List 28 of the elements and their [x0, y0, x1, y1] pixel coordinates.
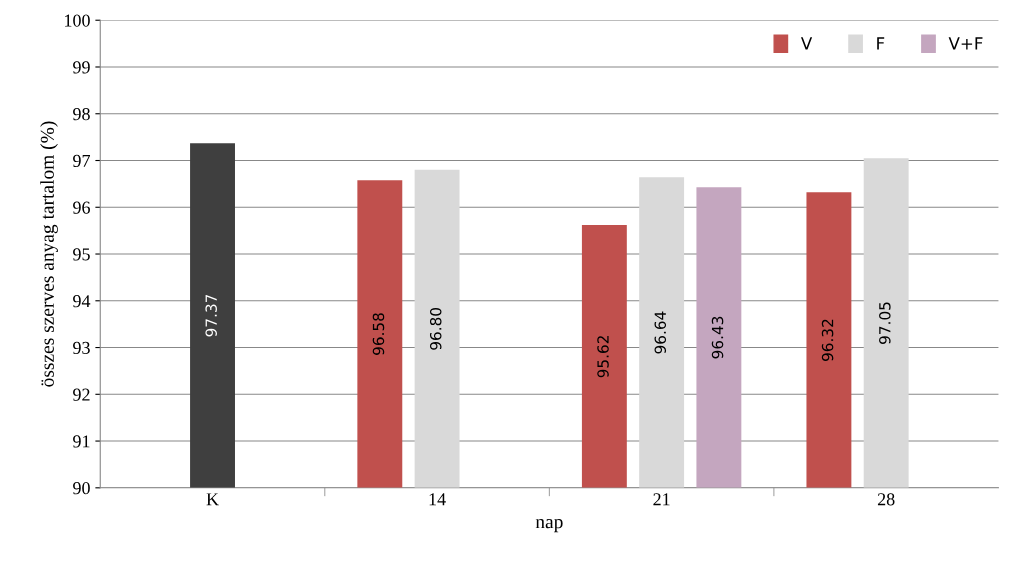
y-tick-label: 90	[73, 482, 90, 495]
y-tick-label: 91	[73, 435, 90, 448]
y-tick-label: 92	[73, 388, 90, 401]
x-axis-title: nap	[535, 518, 563, 533]
data-label: 97.05	[879, 302, 891, 344]
x-tick-label: K	[206, 493, 219, 506]
data-label: 96.64	[654, 311, 667, 354]
y-tick-label: 98	[73, 108, 90, 121]
data-label: 97.37	[205, 294, 217, 337]
y-tick-label: 95	[73, 248, 90, 261]
data-label: 96.32	[821, 319, 834, 361]
y-tick-label: 94	[73, 295, 91, 308]
x-tick-label: 21	[653, 493, 670, 506]
data-label: 96.58	[372, 313, 385, 355]
y-axis-title: összes szerves anyag tartalom (%)	[40, 121, 58, 387]
y-tick-label: 96	[73, 201, 90, 214]
data-label: 96.80	[429, 307, 442, 350]
legend-label: F	[877, 37, 885, 50]
legend-label: V	[800, 37, 813, 50]
y-tick-label: 93	[73, 341, 90, 354]
x-tick-label: 28	[877, 493, 895, 506]
y-tick-label: 100	[65, 14, 90, 27]
data-label: 95.62	[597, 336, 609, 378]
data-label: 96.43	[711, 316, 724, 359]
x-tick-label: 14	[429, 493, 446, 506]
y-tick-label: 99	[73, 61, 90, 74]
legend-label: V+F	[948, 37, 983, 50]
y-tick-label: 97	[73, 154, 91, 167]
